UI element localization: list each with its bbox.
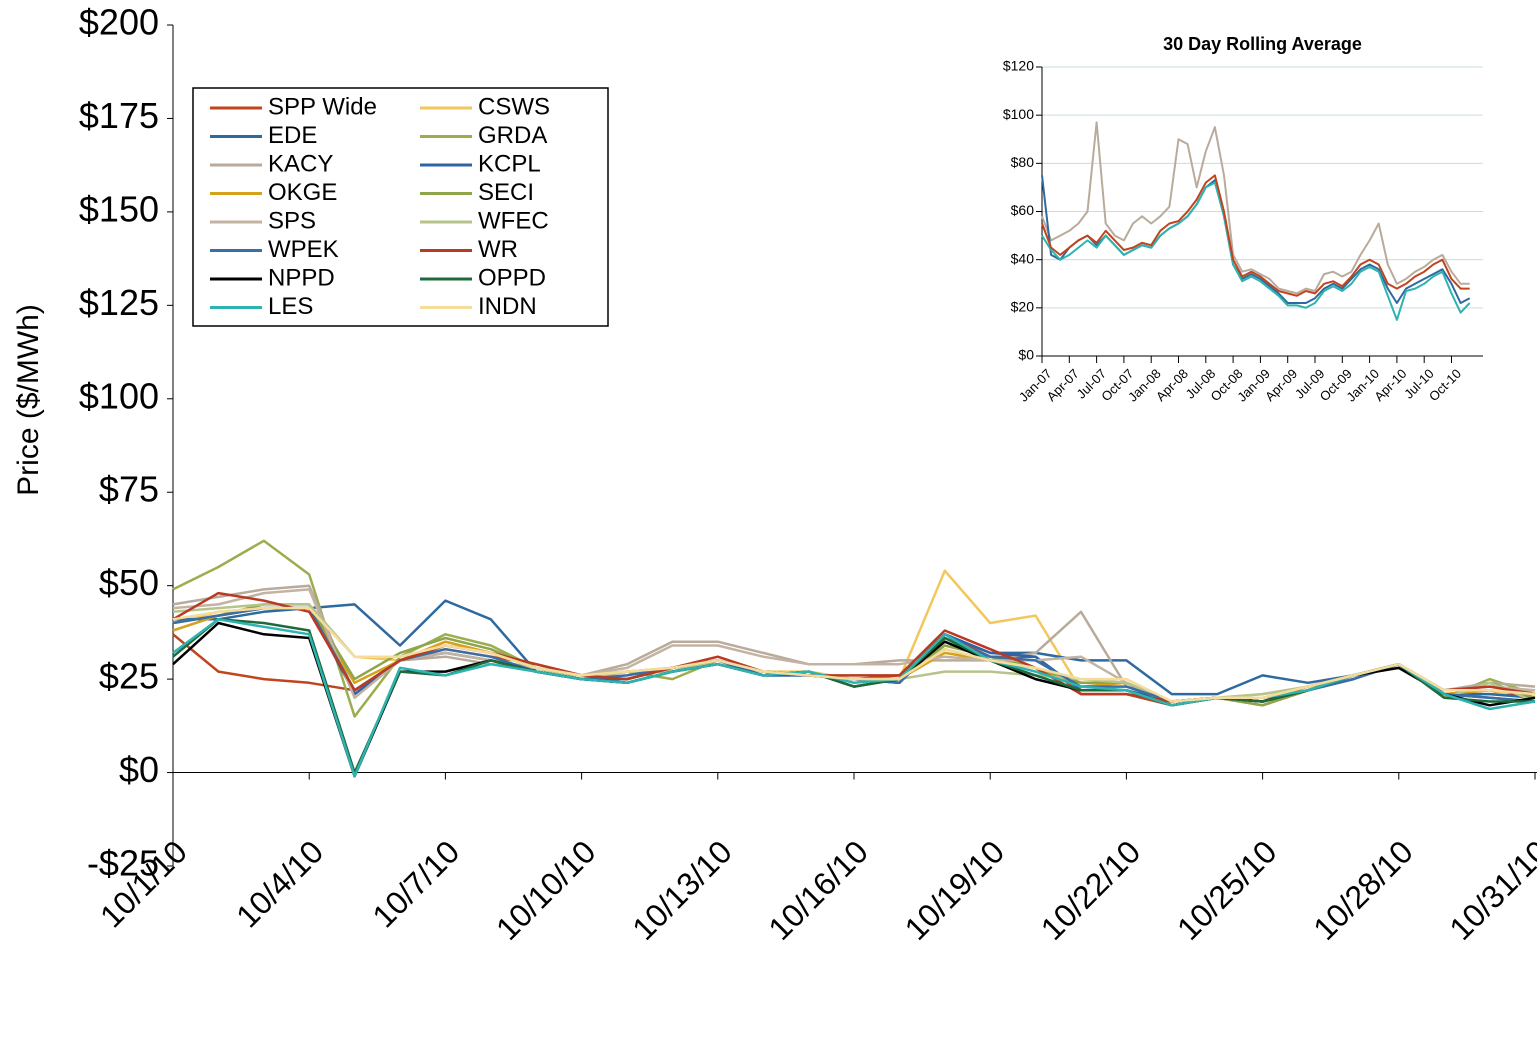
legend-label: WFEC xyxy=(478,207,549,234)
legend-box xyxy=(192,87,609,327)
y-tick-label: $125 xyxy=(79,282,159,323)
y-tick-label: $60 xyxy=(1011,202,1035,218)
y-tick-label: $175 xyxy=(79,95,159,136)
legend-label: SECI xyxy=(478,179,534,206)
x-tick-label: 10/28/10 xyxy=(1306,833,1420,947)
y-tick-label: $50 xyxy=(99,562,159,603)
series-line xyxy=(1041,181,1471,321)
series-line xyxy=(172,621,1536,778)
series-line xyxy=(172,618,1536,778)
legend-label: LES xyxy=(268,293,313,320)
x-tick-label: 10/25/10 xyxy=(1170,833,1284,947)
y-tick-label: $20 xyxy=(1011,299,1035,315)
y-tick-label: $25 xyxy=(99,656,159,697)
series-line xyxy=(1041,174,1470,297)
x-tick-label: 10/16/10 xyxy=(761,833,875,947)
y-tick-label: $0 xyxy=(119,749,159,790)
x-tick-label: 10/13/10 xyxy=(625,833,739,947)
y-tick-label: $200 xyxy=(79,2,159,43)
legend-label: WR xyxy=(478,236,518,263)
y-tick-label: $0 xyxy=(1018,347,1034,363)
y-tick-label: $80 xyxy=(1011,154,1035,170)
legend-label: KCPL xyxy=(478,150,541,177)
legend-label: OPPD xyxy=(478,264,546,291)
legend-label: GRDA xyxy=(478,122,547,149)
series-line xyxy=(172,618,1535,774)
legend-label: NPPD xyxy=(268,264,335,291)
y-tick-label: $150 xyxy=(79,188,159,229)
legend-label: CSWS xyxy=(478,93,550,120)
x-tick-label: 10/7/10 xyxy=(365,833,466,934)
legend-label: OKGE xyxy=(268,179,337,206)
series-line xyxy=(172,633,1536,707)
series-line xyxy=(172,606,1536,703)
x-tick-label: 10/4/10 xyxy=(229,833,330,934)
chart-panel: 30 Day Rolling Average $0 $20 $40 $60 $80 $100… xyxy=(980,20,1537,405)
legend-label: EDE xyxy=(268,122,317,149)
y-tick-label: -$25 xyxy=(87,843,159,884)
legend-label: WPEK xyxy=(268,236,339,263)
x-tick-label: 10/19/10 xyxy=(898,833,1012,947)
inset-background xyxy=(980,20,1537,405)
y-tick-label: $40 xyxy=(1011,250,1035,266)
series-line xyxy=(172,539,1536,718)
x-tick-label: 10/31/10 xyxy=(1442,833,1537,947)
series-line xyxy=(1041,121,1470,295)
y-tick-label: $75 xyxy=(99,469,159,510)
legend-label: SPP Wide xyxy=(268,93,377,120)
legend-label: INDN xyxy=(478,293,537,320)
y-tick-label: $120 xyxy=(1003,58,1034,74)
series-line xyxy=(172,603,1536,707)
legend-label: SPS xyxy=(268,207,316,234)
x-tick-label: 10/22/10 xyxy=(1034,833,1148,947)
y-axis-label: Price ($/MWh) xyxy=(12,304,45,496)
y-tick-label: $100 xyxy=(1003,106,1034,122)
chart-title: 30 Day Rolling Average xyxy=(1163,34,1362,54)
x-tick-label: 10/10/10 xyxy=(489,833,603,947)
legend: SPP Wide CSWS EDE GRDA KACY KCPL OKGE SECI SPS WF… xyxy=(192,87,609,327)
legend-label: KACY xyxy=(268,150,333,177)
y-tick-label: $100 xyxy=(79,375,159,416)
